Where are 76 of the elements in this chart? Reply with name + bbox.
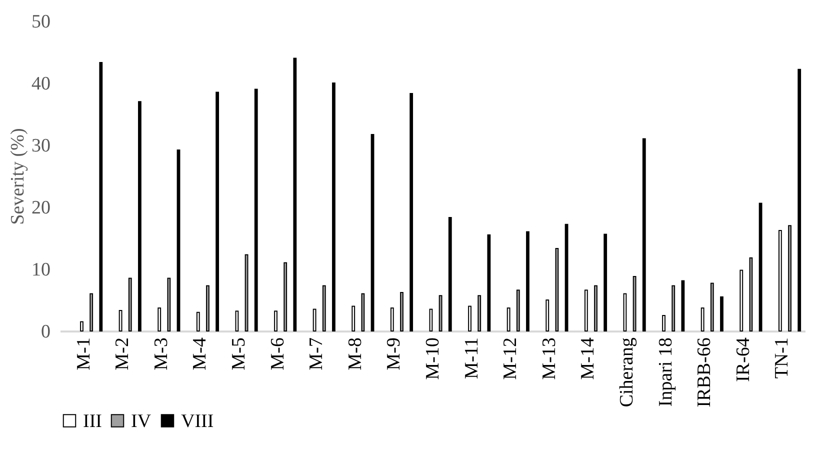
bar xyxy=(118,310,122,332)
x-tick-label: Ciherang xyxy=(616,337,638,408)
bar xyxy=(216,92,220,332)
bar xyxy=(410,93,414,332)
x-tick-label: TN-1 xyxy=(772,338,793,379)
bar xyxy=(710,282,714,332)
y-tick-label: 30 xyxy=(32,136,50,156)
y-tick-label: 50 xyxy=(32,12,50,32)
bar xyxy=(448,217,452,332)
bar xyxy=(662,315,666,332)
legend-label: VIII xyxy=(181,410,214,432)
bar xyxy=(293,58,297,332)
x-tick-label: M-5 xyxy=(228,338,250,370)
bar xyxy=(322,285,326,332)
bar xyxy=(700,308,704,332)
bar xyxy=(352,306,356,332)
x-tick-label: M-12 xyxy=(500,338,522,380)
bar xyxy=(778,230,782,332)
bar xyxy=(487,234,491,332)
bar xyxy=(604,234,608,332)
bar xyxy=(516,290,520,332)
bar xyxy=(90,293,94,332)
bar xyxy=(196,312,200,332)
x-tick-label: M-10 xyxy=(422,338,444,380)
x-tick-label: M-14 xyxy=(578,337,599,380)
y-axis-title: Severity (%) xyxy=(8,128,28,225)
bar xyxy=(584,290,588,332)
x-tick-label: M-1 xyxy=(73,338,94,370)
bar xyxy=(167,278,171,332)
bar xyxy=(332,82,336,332)
bar xyxy=(361,293,365,332)
bar xyxy=(138,101,142,332)
bar xyxy=(594,285,598,332)
bar xyxy=(740,270,744,332)
x-tick-label: M-9 xyxy=(384,338,405,370)
y-tick-label: 10 xyxy=(32,260,50,280)
bar xyxy=(312,308,316,332)
bar xyxy=(526,231,530,332)
bar xyxy=(284,262,288,332)
x-tick-label: M-7 xyxy=(306,338,328,370)
bar xyxy=(546,300,550,332)
bar xyxy=(720,296,724,332)
bar xyxy=(80,321,84,332)
bar xyxy=(128,278,132,332)
x-tick-label: Inpari 18 xyxy=(655,338,676,407)
x-tick-label: IRBB-66 xyxy=(694,338,716,408)
x-tick-label: M-2 xyxy=(112,338,134,370)
bar xyxy=(235,310,239,332)
x-tick-label: IR-64 xyxy=(732,337,754,382)
bar xyxy=(274,310,278,332)
bar xyxy=(99,62,103,332)
bar xyxy=(506,308,510,332)
bar xyxy=(158,308,162,332)
bar xyxy=(642,138,646,332)
x-tick-label: M-4 xyxy=(190,337,211,370)
x-tick-label: M-8 xyxy=(344,338,366,370)
bar xyxy=(681,280,685,332)
x-tick-label: M-13 xyxy=(538,338,560,380)
legend-label: IV xyxy=(131,410,152,432)
legend-label: III xyxy=(83,410,102,432)
bar xyxy=(206,285,210,332)
bar xyxy=(672,285,676,332)
bar xyxy=(400,292,404,332)
bar xyxy=(788,225,792,332)
bar xyxy=(478,295,482,332)
bar xyxy=(632,276,636,332)
bar xyxy=(390,308,394,332)
bar xyxy=(798,68,802,332)
bar xyxy=(468,306,472,332)
y-tick-label: 20 xyxy=(32,198,50,218)
x-tick-label: M-6 xyxy=(267,338,288,370)
x-tick-label: M-11 xyxy=(461,338,482,380)
y-tick-label: 0 xyxy=(41,322,50,342)
x-tick-label: M-3 xyxy=(150,338,172,370)
y-tick-label: 40 xyxy=(32,74,50,94)
bar xyxy=(254,88,258,332)
